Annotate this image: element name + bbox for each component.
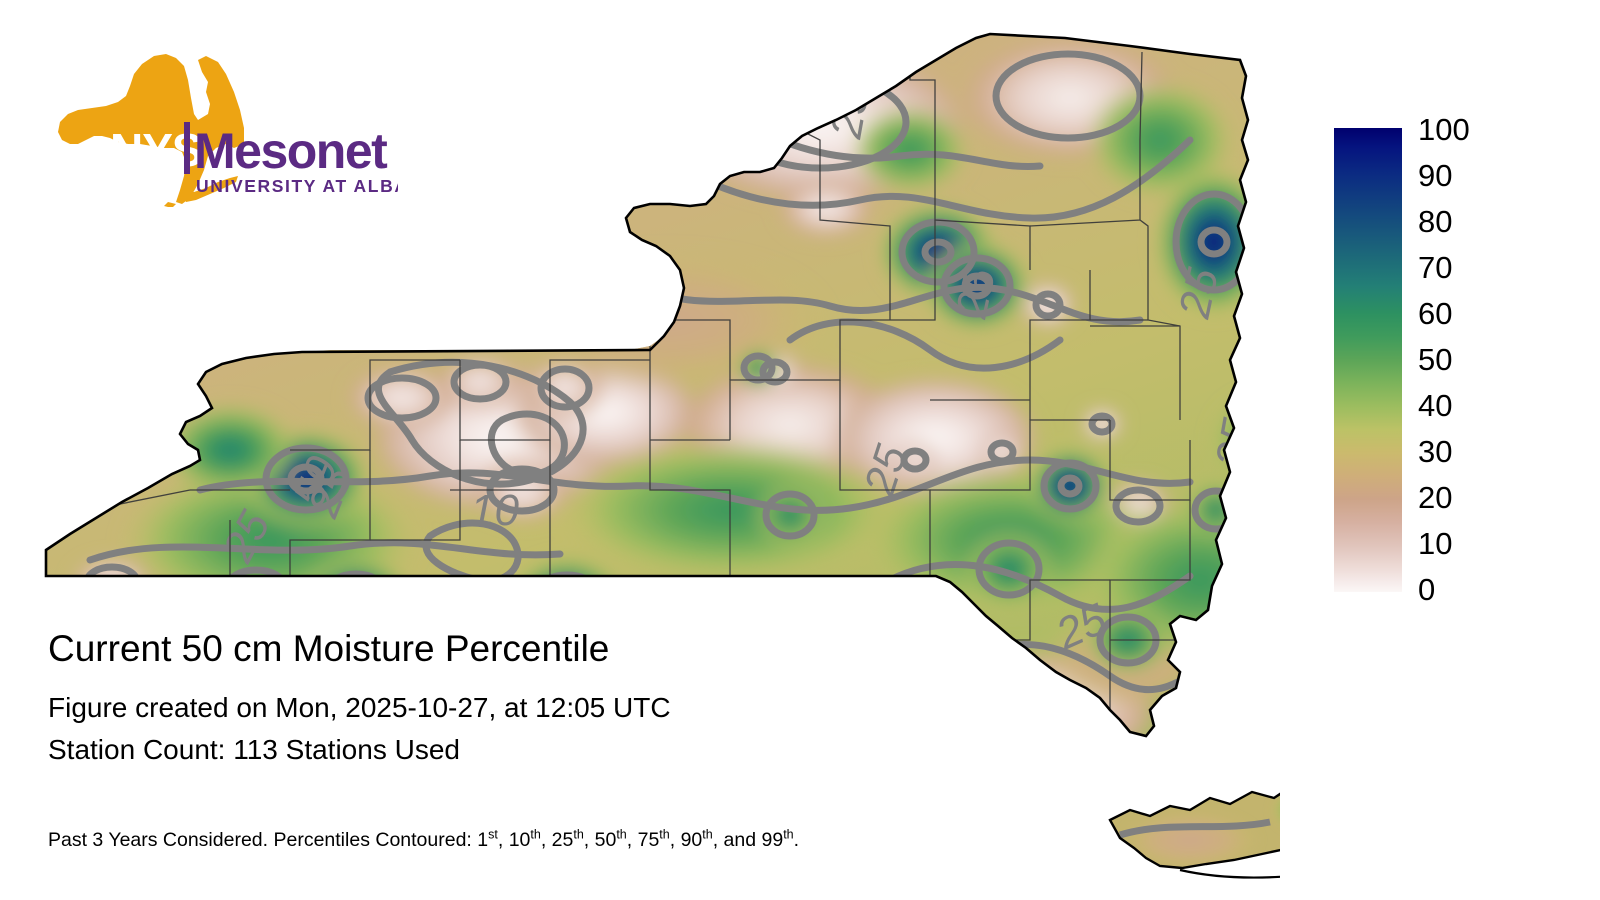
long-island-region xyxy=(1108,746,1280,879)
colorbar-tick-50: 50 xyxy=(1418,342,1453,377)
contour-label-25d: 25 xyxy=(947,264,1005,324)
page-title: Current 50 cm Moisture Percentile xyxy=(48,628,610,669)
logo-svg: NYS Mesonet UNIVERSITY AT ALBANY xyxy=(58,54,398,207)
footnote-suffix: . xyxy=(793,829,800,851)
logo-divider xyxy=(184,122,190,174)
colorbar-tick-20: 20 xyxy=(1418,480,1453,515)
contour-label-10: 10 xyxy=(470,486,519,535)
footnote-percentile-list: 1st, 10th, 25th, 50th, 75th, 90th, and 9… xyxy=(477,827,794,851)
figure-created-line: Figure created on Mon, 2025-10-27, at 12… xyxy=(48,692,671,723)
colorbar-gradient xyxy=(1334,128,1402,592)
colorbar-tick-80: 80 xyxy=(1418,204,1453,239)
colorbar-tick-60: 60 xyxy=(1418,296,1453,331)
nys-mesonet-logo: NYS Mesonet UNIVERSITY AT ALBANY xyxy=(48,52,398,207)
colorbar-tick-10: 10 xyxy=(1418,526,1453,561)
map-svg: 10 50 25 25 25 25 25 25 25 25 xyxy=(44,32,1280,879)
caption-block: Current 50 cm Moisture Percentile Figure… xyxy=(48,625,1048,771)
state-outline xyxy=(44,32,1250,738)
colorbar-tick-labels: 100 90 80 70 60 50 40 30 20 10 0 xyxy=(1418,114,1568,605)
footnote-prefix: Past 3 Years Considered. Percentiles Con… xyxy=(48,829,478,851)
logo-state-shape-icon xyxy=(58,54,244,207)
colorbar-tick-100: 100 xyxy=(1418,112,1470,147)
county-boundaries xyxy=(89,38,1241,736)
colorbar-tick-40: 40 xyxy=(1418,388,1453,423)
colorbar-tick-90: 90 xyxy=(1418,158,1453,193)
footnote-line: Past 3 Years Considered. Percentiles Con… xyxy=(48,828,799,852)
colorbar-tick-70: 70 xyxy=(1418,250,1453,285)
moisture-percentile-map: 10 50 25 25 25 25 25 25 25 25 xyxy=(30,20,1280,880)
colorbar-tick-0: 0 xyxy=(1418,572,1436,607)
contour-label-25f: 25 xyxy=(1170,264,1228,324)
station-count-line: Station Count: 113 Stations Used xyxy=(48,734,460,765)
contour-label-25g: 25 xyxy=(1206,415,1263,473)
logo-text-university: UNIVERSITY AT ALBANY xyxy=(196,176,398,196)
logo-text-mesonet: Mesonet xyxy=(194,123,388,179)
colorbar: 100 90 80 70 60 50 40 30 20 10 0 xyxy=(1334,114,1574,605)
colorbar-tick-30: 30 xyxy=(1418,434,1453,469)
